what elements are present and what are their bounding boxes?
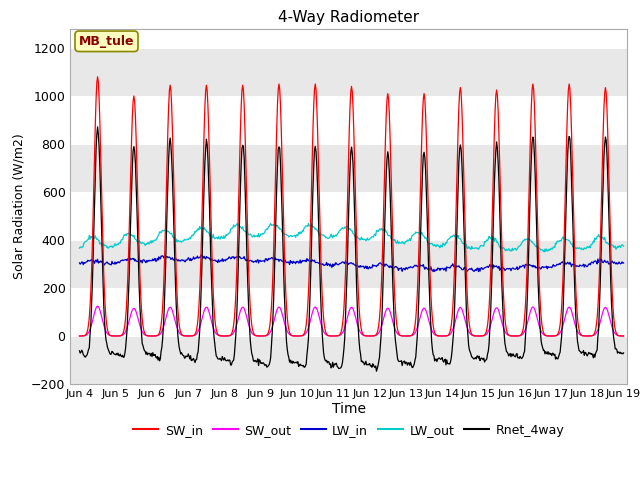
- Rnet_4way: [220, 356, 227, 362]
- SW_out: [620, 333, 627, 339]
- Rnet_4way: [344, 244, 351, 250]
- SW_in: [572, 270, 579, 276]
- LW_out: [195, 227, 203, 233]
- Rnet_4way: [76, 348, 83, 354]
- Line: Rnet_4way: Rnet_4way: [79, 127, 623, 371]
- Legend: SW_in, SW_out, LW_in, LW_out, Rnet_4way: SW_in, SW_out, LW_in, LW_out, Rnet_4way: [129, 419, 569, 442]
- LW_in: [572, 263, 579, 268]
- X-axis label: Time: Time: [332, 402, 366, 416]
- SW_out: [345, 311, 353, 316]
- Rnet_4way: [572, 300, 579, 305]
- LW_out: [397, 240, 404, 246]
- LW_in: [220, 259, 227, 264]
- Line: SW_out: SW_out: [79, 306, 623, 336]
- LW_out: [540, 249, 548, 255]
- SW_in: [451, 247, 459, 253]
- SW_in: [345, 157, 353, 163]
- LW_in: [195, 255, 203, 261]
- SW_out: [112, 333, 120, 339]
- Bar: [70, 48, 627, 96]
- LW_in: [397, 265, 404, 271]
- SW_in: [196, 271, 204, 276]
- Line: LW_in: LW_in: [79, 255, 623, 272]
- SW_in: [397, 333, 405, 339]
- SW_in: [620, 333, 627, 339]
- Rnet_4way: [372, 368, 380, 374]
- SW_in: [94, 74, 102, 80]
- SW_out: [572, 322, 579, 328]
- LW_out: [305, 221, 312, 227]
- LW_out: [620, 243, 627, 249]
- Bar: [70, 240, 627, 288]
- SW_out: [397, 333, 405, 339]
- Y-axis label: Solar Radiation (W/m2): Solar Radiation (W/m2): [13, 133, 26, 279]
- Rnet_4way: [451, 291, 459, 297]
- Rnet_4way: [94, 124, 102, 130]
- SW_out: [76, 333, 83, 339]
- SW_in: [220, 333, 228, 339]
- SW_out: [220, 333, 228, 339]
- Rnet_4way: [620, 350, 627, 356]
- Rnet_4way: [397, 358, 405, 363]
- SW_in: [76, 333, 83, 339]
- LW_out: [572, 244, 579, 250]
- LW_out: [451, 232, 458, 238]
- Line: LW_out: LW_out: [79, 224, 623, 252]
- SW_in: [112, 333, 120, 339]
- SW_out: [451, 320, 459, 325]
- LW_in: [451, 264, 459, 270]
- SW_out: [196, 322, 204, 328]
- LW_in: [344, 260, 351, 266]
- Text: MB_tule: MB_tule: [79, 35, 134, 48]
- LW_out: [76, 245, 83, 251]
- LW_in: [76, 260, 83, 266]
- Line: SW_in: SW_in: [79, 77, 623, 336]
- LW_out: [344, 224, 351, 229]
- LW_in: [620, 260, 627, 266]
- SW_out: [94, 303, 102, 309]
- Bar: [70, 336, 627, 384]
- Bar: [70, 144, 627, 192]
- Rnet_4way: [196, 329, 204, 335]
- LW_in: [197, 252, 205, 258]
- LW_out: [218, 235, 226, 241]
- Title: 4-Way Radiometer: 4-Way Radiometer: [278, 10, 419, 25]
- LW_in: [429, 269, 437, 275]
